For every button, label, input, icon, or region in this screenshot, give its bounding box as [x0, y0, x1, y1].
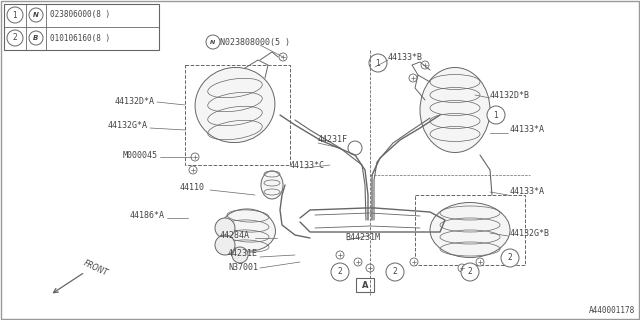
Text: 44284A: 44284A: [220, 230, 250, 239]
Circle shape: [7, 7, 23, 23]
Text: A: A: [362, 281, 368, 290]
Circle shape: [386, 263, 404, 281]
Circle shape: [421, 61, 429, 69]
Text: N023808000(5 ): N023808000(5 ): [220, 37, 290, 46]
Text: 44132G*A: 44132G*A: [108, 121, 148, 130]
Text: 1: 1: [376, 59, 380, 68]
Text: 44186*A: 44186*A: [130, 211, 165, 220]
Ellipse shape: [420, 68, 490, 153]
Circle shape: [331, 263, 349, 281]
Text: N37001: N37001: [228, 262, 258, 271]
Text: B: B: [33, 35, 38, 41]
Text: 2: 2: [338, 268, 342, 276]
Circle shape: [461, 263, 479, 281]
Text: 44132D*A: 44132D*A: [115, 98, 155, 107]
Circle shape: [7, 30, 23, 46]
Text: B44231M: B44231M: [345, 233, 380, 242]
Text: 2: 2: [468, 268, 472, 276]
Text: 1: 1: [493, 110, 499, 119]
Text: 44231F: 44231F: [318, 135, 348, 145]
Ellipse shape: [430, 203, 510, 258]
Circle shape: [409, 74, 417, 82]
Ellipse shape: [261, 171, 283, 199]
Text: 44132D*B: 44132D*B: [490, 91, 530, 100]
Text: 2: 2: [508, 253, 513, 262]
Circle shape: [29, 8, 43, 22]
Text: 023806000(8 ): 023806000(8 ): [50, 11, 110, 20]
Text: N: N: [211, 39, 216, 44]
Circle shape: [458, 264, 466, 272]
Text: 44133*A: 44133*A: [510, 125, 545, 134]
Circle shape: [279, 53, 287, 61]
Circle shape: [29, 31, 43, 45]
Circle shape: [191, 153, 199, 161]
Circle shape: [476, 258, 484, 266]
Circle shape: [410, 258, 418, 266]
Text: 44110: 44110: [180, 182, 205, 191]
Circle shape: [206, 35, 220, 49]
Circle shape: [215, 235, 235, 255]
Circle shape: [348, 141, 362, 155]
Circle shape: [354, 258, 362, 266]
Circle shape: [487, 106, 505, 124]
Text: N: N: [33, 12, 39, 18]
Text: 44133*B: 44133*B: [388, 52, 423, 61]
Text: 2: 2: [392, 268, 397, 276]
Text: 010106160(8 ): 010106160(8 ): [50, 34, 110, 43]
Text: 44132G*B: 44132G*B: [510, 228, 550, 237]
Text: M000045: M000045: [123, 150, 158, 159]
Bar: [185, 65, 290, 165]
Circle shape: [215, 218, 235, 238]
Text: A440001178: A440001178: [589, 306, 635, 315]
Text: FRONT: FRONT: [82, 259, 109, 277]
Bar: [4, 4, 159, 50]
Circle shape: [366, 264, 374, 272]
Text: 44133*C: 44133*C: [290, 161, 325, 170]
Text: 2: 2: [13, 34, 17, 43]
Circle shape: [232, 247, 248, 263]
Text: 1: 1: [13, 11, 17, 20]
Circle shape: [501, 249, 519, 267]
Text: 44231E: 44231E: [228, 250, 258, 259]
Circle shape: [369, 54, 387, 72]
Text: 44133*A: 44133*A: [510, 188, 545, 196]
Bar: [415, 195, 525, 265]
Ellipse shape: [195, 68, 275, 143]
Circle shape: [336, 251, 344, 259]
Ellipse shape: [221, 209, 275, 251]
Circle shape: [189, 166, 197, 174]
Bar: [356, 278, 374, 292]
